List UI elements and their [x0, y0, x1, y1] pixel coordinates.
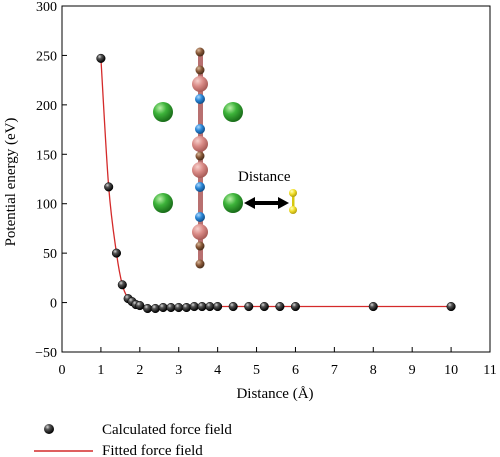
y-tick-label: 50 — [43, 247, 57, 262]
x-axis-title: Distance (Å) — [236, 386, 313, 402]
data-point — [446, 301, 456, 312]
blue-atom — [195, 182, 205, 192]
yellow-atom — [289, 206, 297, 214]
y-tick-label: 250 — [36, 49, 57, 64]
pink-atom — [192, 136, 208, 152]
distance-arrowhead-right — [278, 197, 289, 209]
data-point — [368, 301, 378, 312]
legend: Calculated force field Fitted force fiel… — [34, 422, 232, 457]
y-axis-title: Potential energy (eV) — [3, 118, 19, 247]
x-tick-label: 10 — [444, 363, 458, 378]
pink-atom — [192, 224, 208, 240]
blue-atom — [195, 212, 205, 222]
y-tick-label: 150 — [36, 148, 57, 163]
x-tick-label: 11 — [483, 363, 496, 378]
inset-distance-label: Distance — [238, 169, 291, 185]
y-tick-label: 0 — [50, 297, 57, 312]
calculated-force-field-points — [96, 53, 456, 314]
data-point — [228, 301, 238, 312]
data-point — [143, 303, 153, 314]
yellow-atom — [289, 189, 297, 197]
data-point — [197, 301, 207, 312]
data-point — [213, 301, 223, 312]
data-point — [117, 280, 127, 290]
blue-atom — [195, 94, 205, 104]
x-tick-label: 0 — [59, 363, 66, 378]
distance-arrowhead-left — [244, 197, 255, 209]
brown-atom — [195, 47, 205, 57]
legend-marker-calculated — [44, 424, 54, 434]
pink-atom — [192, 162, 208, 178]
axes — [61, 5, 491, 353]
x-tick-label: 2 — [136, 363, 143, 378]
x-tick-label: 5 — [253, 363, 260, 378]
data-point — [244, 301, 254, 312]
data-point — [181, 302, 192, 313]
green-atom — [223, 102, 243, 122]
data-point — [166, 302, 176, 313]
y-tick-label: 300 — [36, 0, 57, 15]
inset-structure-illustration: Distance — [153, 47, 297, 269]
pink-atom — [192, 76, 208, 92]
green-atom — [223, 193, 243, 213]
legend-label-fitted: Fitted force field — [102, 443, 203, 457]
data-point — [111, 248, 122, 258]
data-point — [150, 303, 160, 314]
brown-atom — [195, 259, 205, 269]
blue-atom — [195, 124, 205, 134]
data-point — [275, 301, 285, 312]
x-tick-label: 7 — [331, 363, 338, 378]
y-tick-label: 100 — [36, 198, 57, 213]
yellow-molecule-bond — [292, 193, 295, 210]
x-tick-label: 9 — [409, 363, 416, 378]
x-tick-label: 6 — [292, 363, 299, 378]
green-atom — [153, 193, 173, 213]
data-point — [290, 301, 301, 312]
x-tick-label: 3 — [175, 363, 182, 378]
data-point — [158, 302, 168, 313]
data-point — [135, 300, 145, 311]
data-point — [104, 182, 114, 192]
data-point — [259, 301, 269, 312]
data-point — [174, 302, 184, 313]
x-tick-label: 8 — [370, 363, 377, 378]
plot-area — [96, 53, 456, 314]
legend-label-calculated: Calculated force field — [102, 422, 232, 438]
y-tick-label: −50 — [35, 346, 57, 361]
y-tick-label: 200 — [36, 99, 57, 114]
brown-atom — [195, 151, 205, 161]
x-tick-label: 1 — [97, 363, 104, 378]
x-tick-label: 4 — [214, 363, 221, 378]
data-point — [96, 53, 106, 63]
brown-atom — [195, 241, 205, 251]
green-atom — [153, 102, 173, 122]
data-point — [189, 301, 199, 312]
tick-marks — [61, 5, 491, 353]
data-point — [205, 301, 215, 312]
brown-atom — [195, 65, 205, 75]
plot-frame — [61, 5, 491, 353]
